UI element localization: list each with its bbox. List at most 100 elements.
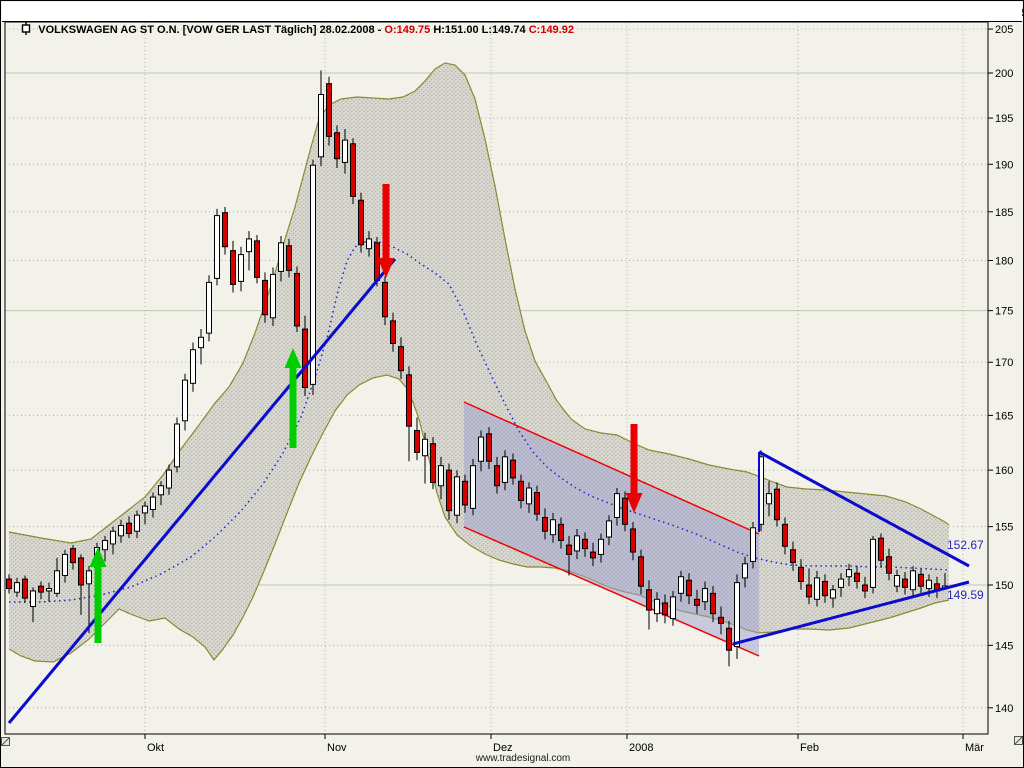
candle <box>134 514 140 532</box>
candle <box>646 589 652 611</box>
candle <box>750 527 756 562</box>
y-axis-tick-label: 180 <box>995 256 1013 268</box>
candle <box>46 588 52 592</box>
candle <box>302 328 308 389</box>
candle <box>862 584 868 592</box>
candle <box>150 496 156 511</box>
candle <box>790 549 796 564</box>
candle <box>630 528 636 553</box>
y-axis-tick-label: 160 <box>995 465 1013 477</box>
candle <box>334 132 340 160</box>
y-axis-tick-label: 195 <box>995 113 1013 125</box>
watermark-link[interactable]: www.tradesignal.com <box>475 753 571 764</box>
y-axis-tick-label: 200 <box>995 68 1013 80</box>
candle <box>534 492 540 515</box>
candle <box>390 320 396 344</box>
candle <box>382 281 388 318</box>
candle <box>582 538 588 550</box>
candle <box>502 456 508 483</box>
candle <box>470 465 476 509</box>
candle <box>542 516 548 532</box>
x-axis-month-label: Dez <box>493 742 513 754</box>
candle <box>822 580 828 597</box>
candle <box>190 349 196 384</box>
candle <box>182 379 188 422</box>
candle <box>814 577 820 600</box>
candle <box>518 480 524 501</box>
candle <box>366 238 372 250</box>
candle <box>670 596 676 620</box>
y-axis-tick-label: 165 <box>995 410 1013 422</box>
candle <box>846 569 852 578</box>
candle <box>454 476 460 516</box>
candle <box>574 535 580 552</box>
candle <box>294 272 300 327</box>
candle <box>622 497 628 525</box>
candle <box>526 487 532 505</box>
x-axis-month-label: 2008 <box>629 742 653 754</box>
candle <box>374 242 380 281</box>
title-open-value: O:149.75 <box>384 24 431 36</box>
candle <box>430 443 436 483</box>
buy-arrow-icon <box>284 348 302 448</box>
y-axis-tick-label: 185 <box>995 207 1013 219</box>
wedge-upper-line <box>758 450 970 568</box>
title-highlow-values: H:151.00 L:149.74 <box>430 24 529 36</box>
x-axis-month-label: Mär <box>965 742 984 754</box>
candle <box>726 627 732 651</box>
candle <box>494 465 500 487</box>
candle <box>262 279 268 316</box>
candle <box>870 538 876 588</box>
candle <box>270 273 276 319</box>
wedge-lower-line <box>732 580 970 646</box>
candle <box>742 563 748 579</box>
candle <box>342 139 348 163</box>
y-axis-tick-label: 140 <box>995 703 1013 715</box>
candle <box>438 465 444 487</box>
y-axis-tick-label: 175 <box>995 306 1013 318</box>
candle <box>230 250 236 285</box>
candle <box>30 590 36 607</box>
title-close-value: C:149.92 <box>528 24 574 36</box>
candle <box>78 557 84 586</box>
candle <box>686 579 692 597</box>
candle <box>926 579 932 590</box>
candle <box>6 578 12 590</box>
candle <box>774 488 780 521</box>
candle <box>694 598 700 606</box>
candle <box>358 199 364 246</box>
candle <box>166 469 172 489</box>
candle <box>254 240 260 278</box>
channel-lower-line <box>463 526 760 657</box>
x-axis-month-label: Okt <box>147 742 164 754</box>
trendline-main <box>7 258 397 724</box>
x-axis-month-label: Feb <box>800 742 819 754</box>
title-bar: VOLKSWAGEN AG ST O.N. [VOW GER LAST Tägl… <box>2 2 1022 36</box>
candle <box>118 524 124 537</box>
candle <box>910 570 916 591</box>
candle <box>606 520 612 538</box>
y-axis-tick-label: 145 <box>995 640 1013 652</box>
buy-arrow-icon <box>89 547 107 643</box>
candle <box>550 519 556 536</box>
trendline-price-label: 149.59 <box>947 588 984 602</box>
candle <box>486 433 492 462</box>
candle <box>638 556 644 587</box>
candle <box>894 575 900 587</box>
title-instrument: VOLKSWAGEN AG ST O.N. [VOW GER LAST Tägl… <box>38 24 385 36</box>
candle <box>710 592 716 615</box>
candle <box>406 374 412 427</box>
candle <box>398 346 404 372</box>
candle <box>62 553 68 577</box>
candle <box>350 143 356 197</box>
trendline-price-label: 152.67 <box>947 538 984 552</box>
candle <box>614 493 620 518</box>
candle <box>422 438 428 457</box>
candle <box>142 505 148 514</box>
resize-handle-right-icon[interactable] <box>1014 732 1023 745</box>
candle <box>310 164 316 385</box>
resize-handle-left-icon[interactable] <box>1 733 10 746</box>
